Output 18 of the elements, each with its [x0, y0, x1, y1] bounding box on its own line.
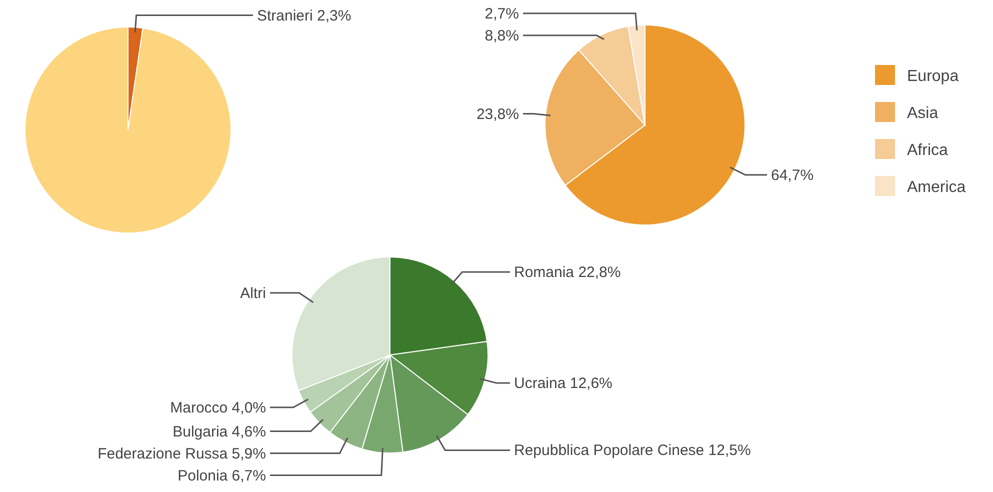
pie-slice	[24, 26, 232, 234]
slice-label: Polonia 6,7%	[178, 467, 266, 484]
slice-label: Federazione Russa 5,9%	[98, 445, 266, 462]
data-label: 23,8%	[476, 106, 519, 123]
slice-label: Marocco 4,0%	[170, 399, 266, 416]
data-label: 64,7%	[771, 166, 814, 184]
legend-label: America	[907, 179, 966, 196]
legend-label: Africa	[907, 142, 948, 159]
slice-label: Repubblica Popolare Cinese 12,5%	[514, 442, 751, 460]
data-label: 8,8%	[484, 27, 519, 44]
data-label: 2,7%	[484, 5, 519, 22]
slice-label: Ucraina 12,6%	[514, 375, 612, 392]
slice-label: Romania 22,8%	[514, 264, 621, 282]
slice-label: Bulgaria 4,6%	[172, 423, 266, 440]
slice-label: Stranieri 2,3%	[257, 7, 352, 24]
slice-label: Altri	[240, 284, 266, 302]
legend-label: Europa	[907, 68, 959, 85]
legend-label: Asia	[907, 105, 938, 122]
